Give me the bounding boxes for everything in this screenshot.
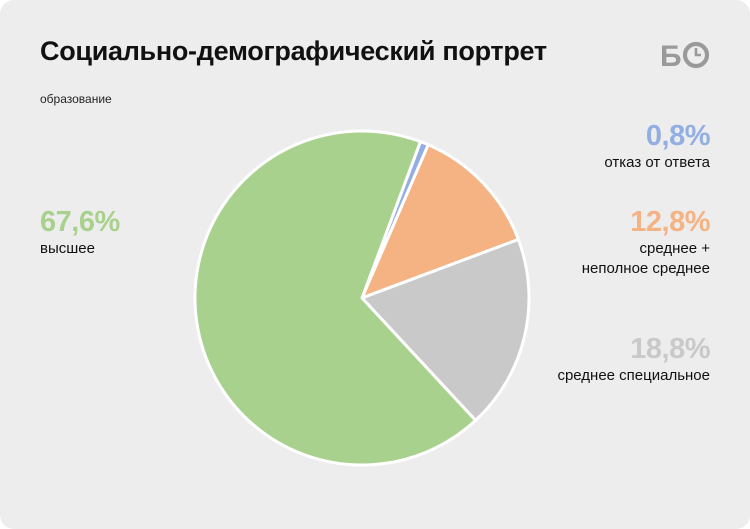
clock-icon bbox=[682, 41, 710, 69]
label-refusal-text-1: отказ от ответа bbox=[604, 154, 710, 171]
pie-slice-1 bbox=[360, 143, 520, 300]
label-refusal: 0,8% отказ от ответа bbox=[604, 120, 710, 173]
label-higher-text-1: высшее bbox=[40, 240, 95, 257]
page-title: Социально-демографический портрет bbox=[40, 36, 547, 66]
label-secondary-pct: 12,8% bbox=[630, 206, 710, 238]
label-secondary-text-1: среднее + bbox=[639, 240, 710, 257]
label-higher: 67,6% высшее bbox=[40, 206, 120, 259]
label-refusal-pct: 0,8% bbox=[645, 120, 711, 152]
label-higher-pct: 67,6% bbox=[40, 206, 120, 238]
pie-slice-2 bbox=[360, 237, 531, 422]
pie-slices bbox=[193, 129, 531, 467]
label-special: 18,8% среднее специальное bbox=[557, 333, 710, 386]
label-special-pct: 18,8% bbox=[630, 333, 710, 365]
pie-slice-3 bbox=[193, 129, 478, 467]
label-secondary-text-2: неполное среднее bbox=[581, 260, 710, 277]
chart-subtitle: образование bbox=[40, 92, 112, 106]
label-special-text-1: среднее специальное bbox=[557, 367, 710, 384]
logo-letters: Б bbox=[660, 40, 682, 72]
bo-logo-icon: Б bbox=[660, 40, 710, 72]
label-secondary: 12,8% среднее + неполное среднее bbox=[581, 206, 711, 279]
